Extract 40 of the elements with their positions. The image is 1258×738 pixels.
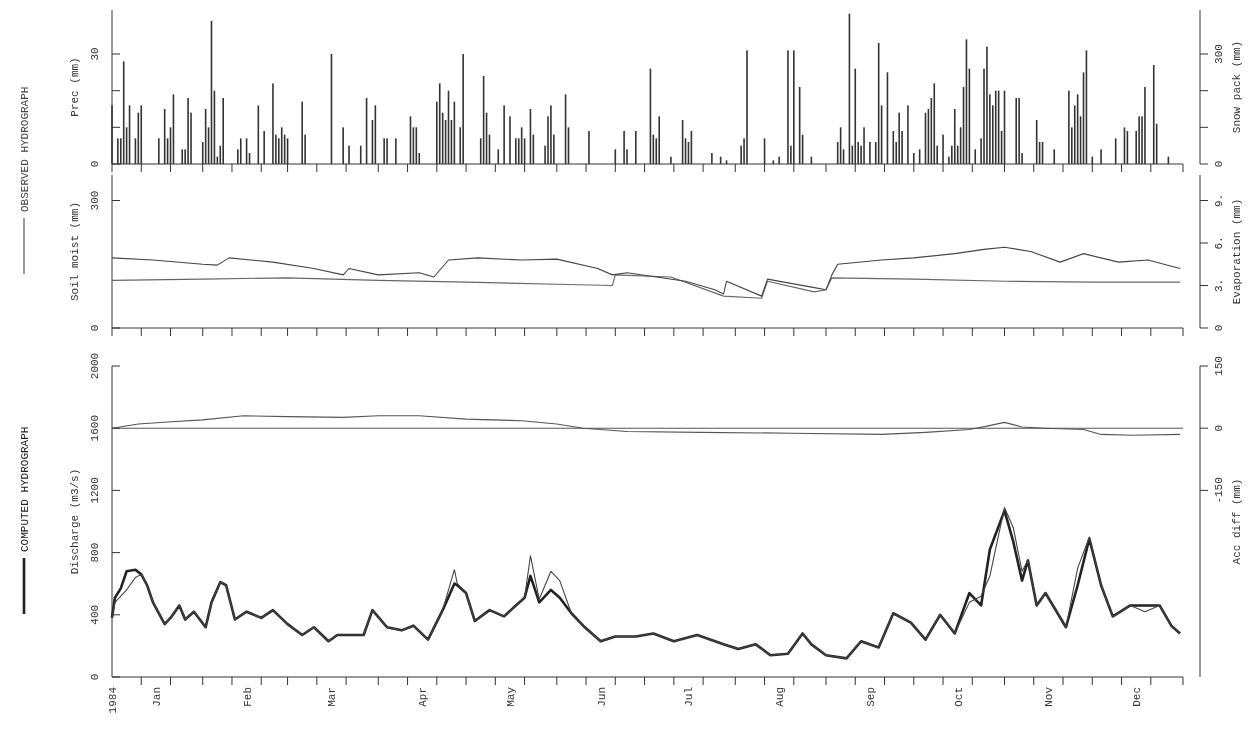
y-tick-label: 0 [88,160,101,168]
x-tick-label: Nov [1043,686,1056,707]
y2-tick-label: 0 [1212,160,1225,168]
x-tick-label: Apr [417,687,430,707]
y2-tick-label: 3. [1212,278,1225,293]
y-axis-title: Soil moist (mm) [68,201,81,302]
x-tick-label: 1984 [107,686,119,714]
y2-tick-label: 0 [1212,424,1225,432]
y-axis-title: Discharge (m3/s) [68,468,81,575]
y2-tick-label: -150 [1212,477,1225,504]
y2-tick-label: 0 [1212,324,1225,332]
y2-axis-title: Snow pack (mm) [1230,40,1243,134]
x-tick-label: Sep [864,687,877,707]
y-axis-title: Prec (mm) [68,57,81,117]
text: COMPUTED HYDROGRAPH [18,426,31,552]
x-tick-label: Jun [595,687,608,707]
y-tick-label: 400 [88,604,101,625]
y2-tick-label: 300 [1212,44,1225,64]
y2-tick-label: 9. [1212,193,1225,208]
x-tick-label: Dec [1131,687,1144,707]
y-tick-label: 1200 [88,477,101,504]
x-tick-label: Mar [326,687,339,707]
y-tick-label: 300 [88,190,101,211]
y-tick-label: 2000 [88,352,101,380]
text: OBSERVED HYDROGRAPH [18,86,31,212]
x-tick-label: Aug [774,687,787,707]
y-tick-label: 800 [88,542,101,563]
y-tick-label: 30 [88,47,101,61]
y2-axis-title: Acc diff (mm) [1230,478,1243,565]
x-tick-label: May [504,686,517,707]
y-tick-label: 1600 [88,415,101,442]
y-tick-label: 0 [88,324,101,332]
y2-axis-title: Evaporation (mm) [1230,198,1243,305]
x-tick-label: Jul [683,687,696,707]
x-tick-label: Oct [952,687,965,707]
y2-tick-label: 150 [1212,356,1225,376]
x-tick-label: Feb [241,687,254,707]
x-tick-label: Jan [150,687,163,707]
y2-tick-label: 6. [1212,236,1225,250]
y-tick-label: 0 [88,673,101,681]
